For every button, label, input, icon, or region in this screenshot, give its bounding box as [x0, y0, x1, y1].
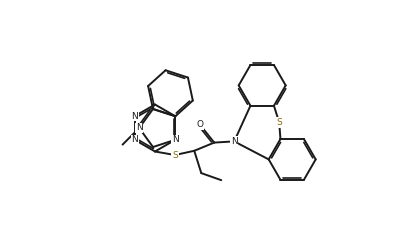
- Text: N: N: [136, 123, 143, 133]
- Text: N: N: [172, 135, 179, 144]
- Text: N: N: [131, 135, 138, 144]
- Text: N: N: [131, 112, 138, 121]
- Text: S: S: [276, 118, 282, 127]
- Text: N: N: [231, 137, 237, 146]
- Text: O: O: [196, 121, 204, 129]
- Text: S: S: [172, 151, 178, 159]
